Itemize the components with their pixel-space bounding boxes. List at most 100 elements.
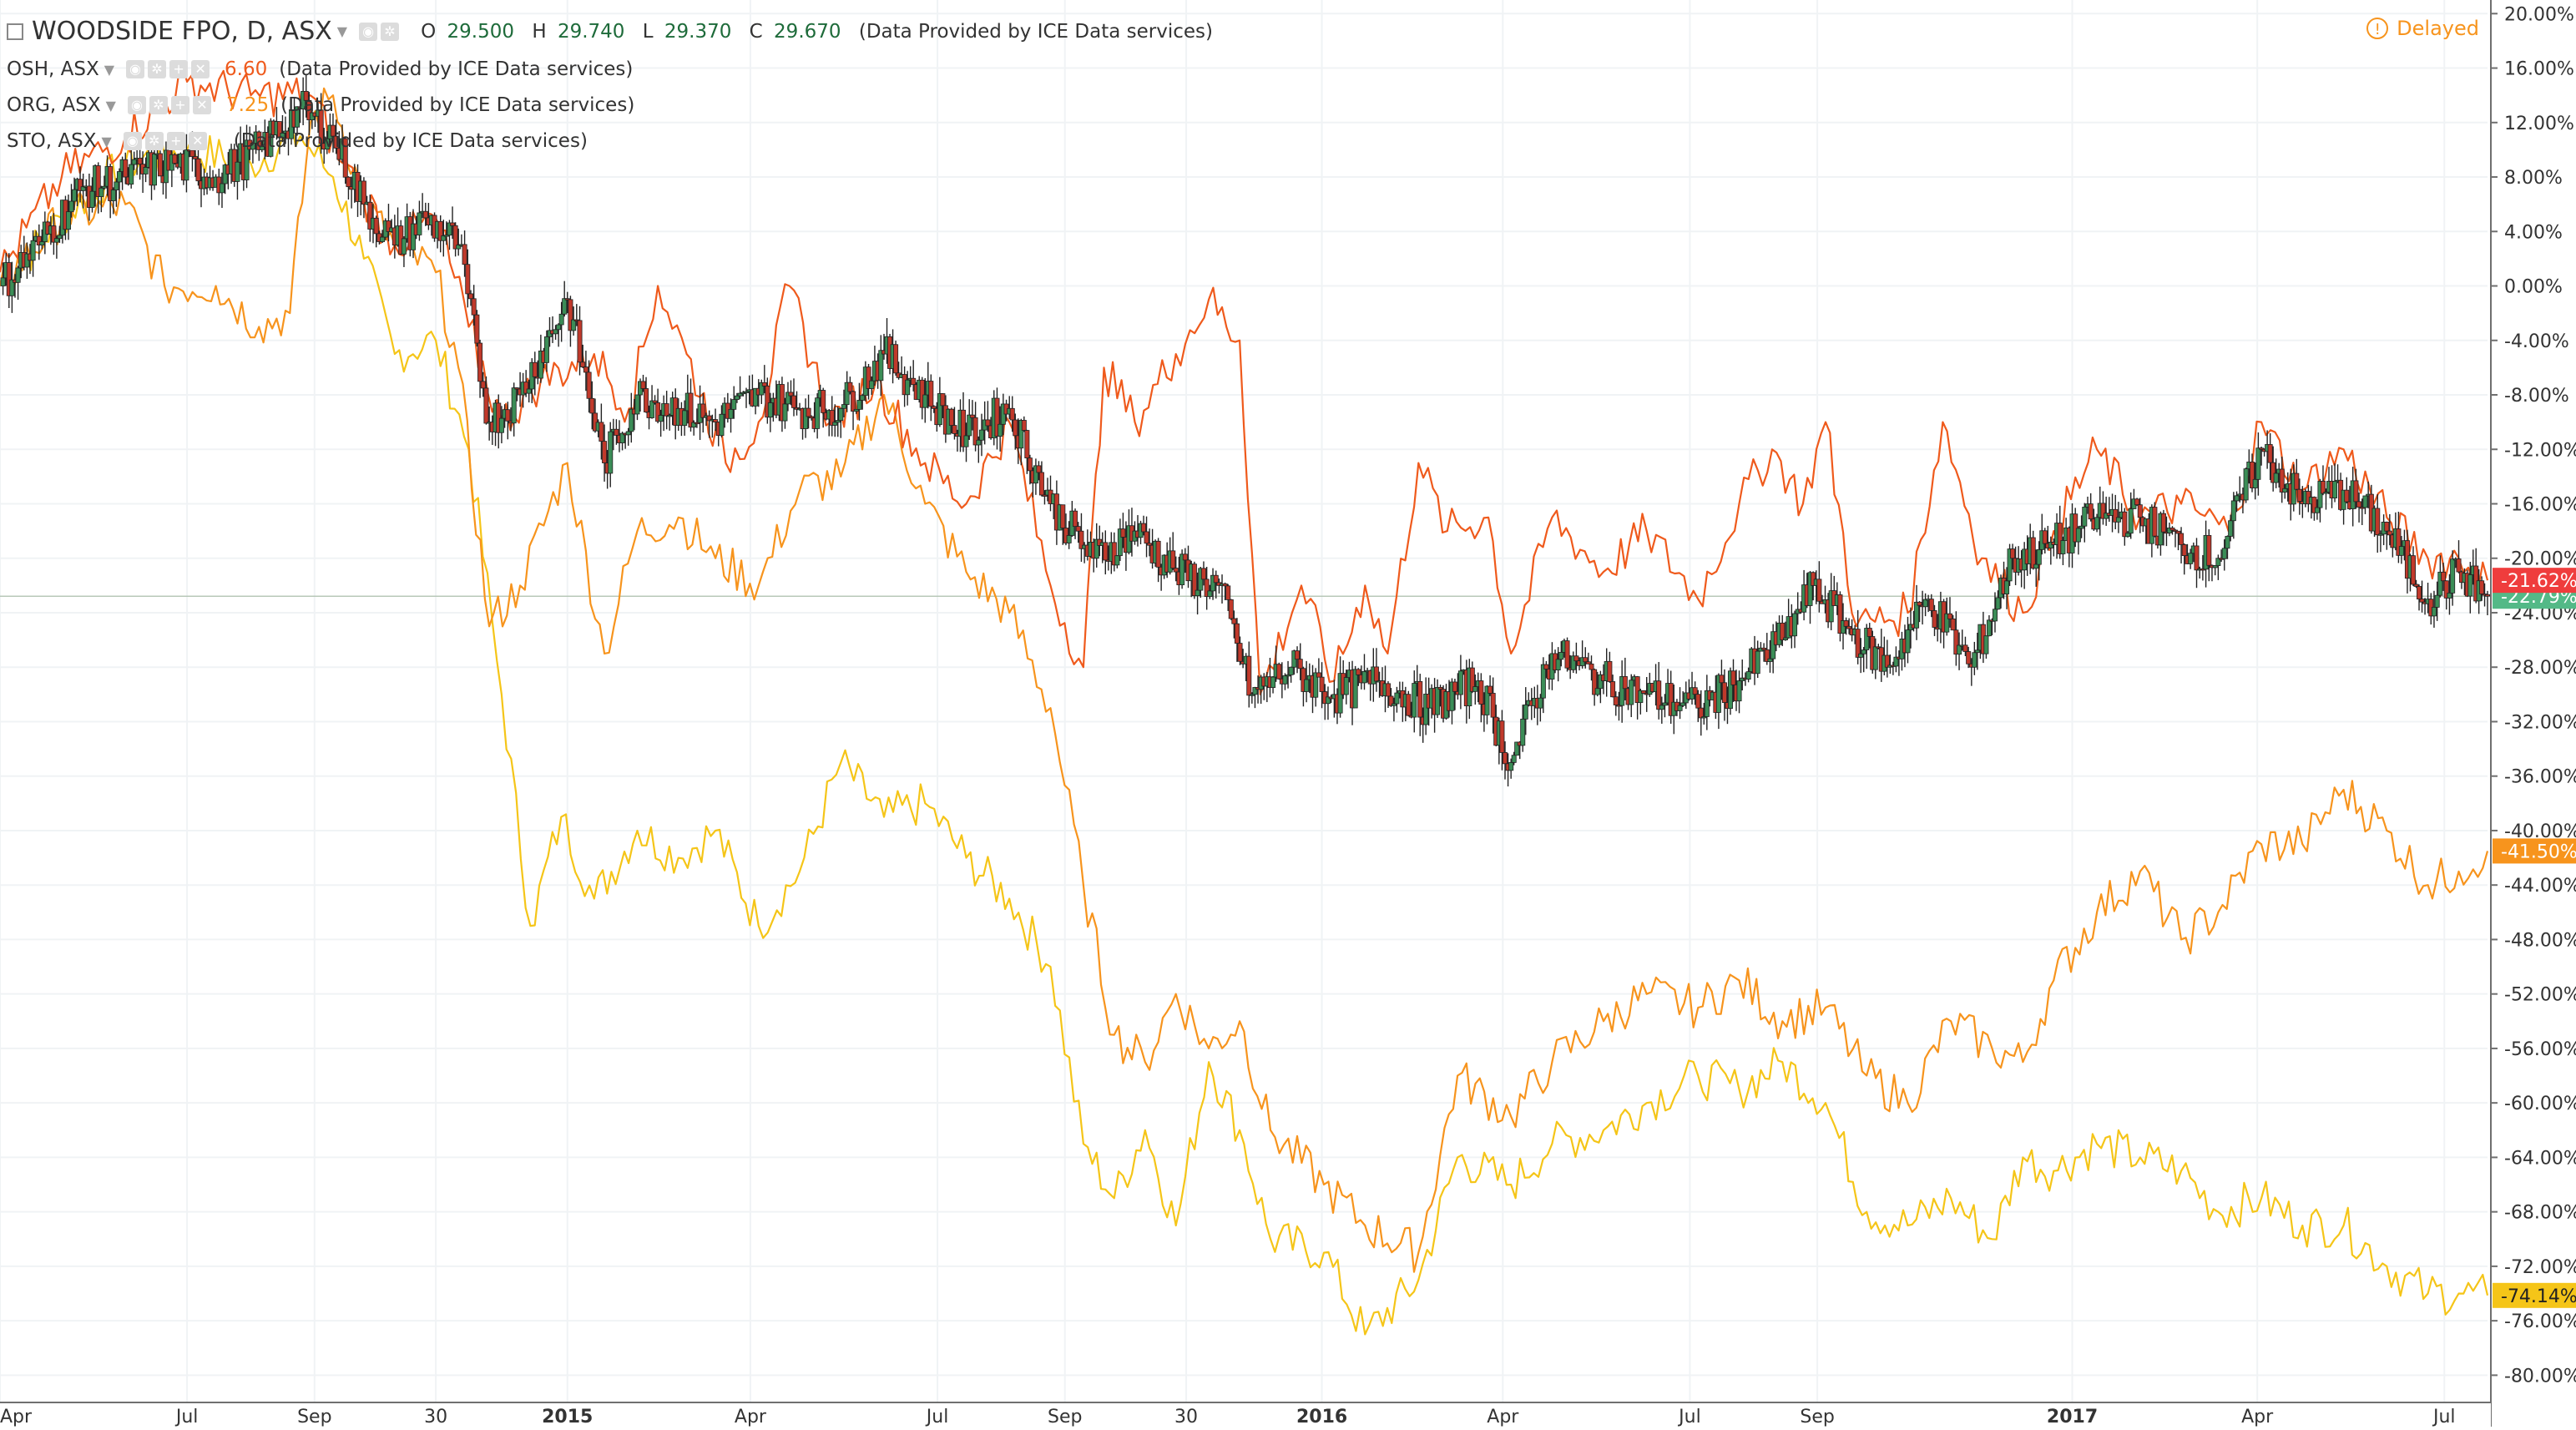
candle-body: [744, 391, 750, 393]
candle-body: [1692, 687, 1698, 695]
candle-body: [602, 441, 608, 463]
candle-body: [753, 387, 759, 407]
close-icon[interactable]: ✕: [192, 96, 211, 114]
candle-body: [361, 180, 366, 205]
candle-body: [937, 393, 942, 426]
candle-body: [15, 267, 21, 283]
candle-body: [101, 185, 107, 189]
candle-body: [2255, 447, 2261, 480]
candle-body: [1499, 720, 1505, 753]
compare-symbol: OSH, ASX: [7, 58, 99, 80]
y-tick-label: -72.00%: [2504, 1257, 2576, 1278]
candle-body: [2413, 584, 2419, 587]
add-icon[interactable]: +: [169, 60, 189, 78]
candle-body: [1508, 761, 1514, 771]
candle-body: [1313, 672, 1319, 698]
candle-body: [2082, 506, 2088, 527]
candle-body: [829, 410, 835, 426]
candle-body: [1021, 420, 1027, 431]
add-icon[interactable]: +: [166, 132, 185, 150]
candle-body: [580, 361, 586, 368]
candle-body: [652, 400, 658, 403]
chevron-down-icon[interactable]: ▼: [104, 61, 115, 78]
chevron-down-icon[interactable]: ▼: [105, 97, 116, 114]
chevron-down-icon[interactable]: ▼: [101, 133, 112, 149]
candle-body: [1520, 718, 1526, 746]
main-series-legend[interactable]: WOODSIDE FPO, D, ASX ▼ ◉ ✲ O 29.500 H 29…: [7, 17, 1213, 46]
candle-body: [728, 408, 734, 419]
candle-body: [2115, 517, 2121, 523]
candle-body: [928, 381, 934, 407]
candle-body: [498, 417, 504, 433]
candle-body: [1807, 572, 1813, 606]
candle-body: [847, 382, 853, 392]
candle-body: [2042, 530, 2048, 544]
gear-icon[interactable]: ✲: [148, 60, 167, 78]
candle-body: [1207, 590, 1213, 598]
candle-body: [2169, 528, 2175, 531]
gear-icon[interactable]: ✲: [149, 96, 168, 114]
gear-icon[interactable]: ✲: [144, 132, 164, 150]
last-value-tag: [2493, 838, 2576, 864]
candle-body: [256, 131, 262, 150]
candle-body: [137, 158, 143, 165]
compare-legend-sto[interactable]: STO, ASX ▼ ◉ ✲ + ✕ (Data Provided by ICE Da…: [7, 130, 588, 152]
gear-icon[interactable]: ✲: [381, 22, 400, 41]
low-label: L: [642, 20, 654, 43]
candle-body: [2060, 540, 2066, 554]
candle-body: [1285, 675, 1291, 677]
candle-body: [2100, 503, 2106, 519]
eye-icon[interactable]: ◉: [123, 132, 142, 150]
candle-body: [1715, 675, 1721, 713]
candle-body: [1117, 528, 1123, 557]
candle-body: [700, 403, 706, 418]
close-icon[interactable]: ✕: [188, 132, 207, 150]
close-icon[interactable]: ✕: [191, 60, 210, 78]
y-tick-label: -44.00%: [2504, 876, 2576, 897]
candle-body: [244, 139, 250, 180]
candle-body: [441, 235, 447, 241]
candle-body: [878, 350, 884, 382]
candle-body: [1944, 613, 1950, 633]
chevron-down-icon[interactable]: ▼: [336, 23, 348, 39]
candle-body: [1024, 430, 1030, 459]
y-tick-label: -4.00%: [2504, 331, 2569, 352]
candle-body: [1843, 620, 1849, 627]
candle-body: [1103, 542, 1109, 561]
add-icon[interactable]: +: [170, 96, 189, 114]
candle-body: [952, 425, 957, 434]
candle-body: [869, 380, 875, 389]
candle-body: [437, 220, 443, 241]
candle-body: [1855, 629, 1861, 658]
candle-body: [280, 133, 285, 139]
candle-body: [1478, 680, 1484, 705]
last-value-tag: [2493, 568, 2576, 594]
candle-body: [39, 241, 45, 245]
candle-body: [985, 419, 991, 427]
eye-icon[interactable]: ◉: [127, 96, 146, 114]
candle-body: [2387, 530, 2392, 536]
candle-body: [2252, 478, 2258, 488]
candle-body: [1042, 494, 1048, 497]
candle-body: [422, 210, 428, 219]
candle-body: [2396, 528, 2402, 556]
candle-body: [844, 382, 850, 405]
candle-body: [2450, 558, 2456, 594]
collapse-toggle-icon[interactable]: [7, 23, 23, 40]
candle-body: [553, 329, 558, 335]
candle-body: [1252, 687, 1258, 695]
candle-body: [1523, 704, 1528, 720]
eye-icon[interactable]: ◉: [359, 22, 378, 41]
candle-body: [1304, 679, 1310, 692]
candle-body: [2332, 481, 2338, 498]
eye-icon[interactable]: ◉: [126, 60, 145, 78]
candle-body: [1905, 629, 1911, 654]
candle-body: [1388, 695, 1394, 706]
delayed-status[interactable]: ! Delayed: [2366, 17, 2479, 40]
compare-legend-org[interactable]: ORG, ASX ▼ ◉ ✲ + ✕ 7.25 (Data Provided by I…: [7, 94, 634, 116]
candle-body: [1406, 694, 1412, 716]
candle-body: [2282, 488, 2288, 493]
candle-body: [1075, 526, 1081, 532]
compare-legend-osh[interactable]: OSH, ASX ▼ ◉ ✲ + ✕ 6.60 (Data Provided by I…: [7, 58, 633, 80]
